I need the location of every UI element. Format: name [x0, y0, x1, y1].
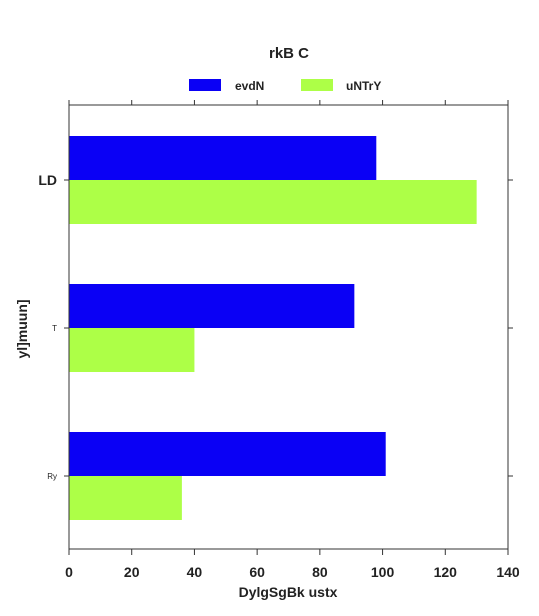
bar-uNTrY-T [69, 328, 195, 372]
bar-evdN-T [69, 284, 355, 328]
bar-evdN-LD [69, 136, 377, 180]
bars [69, 136, 477, 520]
x-tick-label-120: 120 [434, 564, 458, 580]
x-tick-label-140: 140 [496, 564, 520, 580]
x-tick-label-0: 0 [65, 564, 73, 580]
plot-frame [68, 104, 509, 550]
x-tick-label-60: 60 [249, 564, 265, 580]
x-tick-label-40: 40 [187, 564, 203, 580]
y-tick-label-LD: LD [38, 172, 57, 188]
x-tick-label-80: 80 [312, 564, 328, 580]
y-axis-label: yl]muun] [14, 299, 30, 358]
x-tick-label-20: 20 [124, 564, 140, 580]
legend-swatch-uNTrY [301, 79, 333, 91]
bar-uNTrY-LD [69, 180, 477, 224]
legend-swatch-evdN [189, 79, 221, 91]
bar-evdN-Ry [69, 432, 386, 476]
y-tick-label-Ry: Ry [47, 472, 57, 481]
ticks: LD T Ry 0 20 40 60 80 100 120 140 [38, 100, 520, 580]
bar-uNTrY-Ry [69, 476, 182, 520]
chart-title: rkB C [269, 45, 309, 62]
legend-label-evdN: evdN [235, 79, 264, 93]
legend: evdN uNTrY [189, 79, 381, 93]
x-tick-label-100: 100 [371, 564, 395, 580]
x-axis-label: DylgSgBk ustx [239, 584, 338, 600]
legend-label-uNTrY: uNTrY [346, 79, 381, 93]
y-tick-label-T: T [52, 324, 57, 333]
